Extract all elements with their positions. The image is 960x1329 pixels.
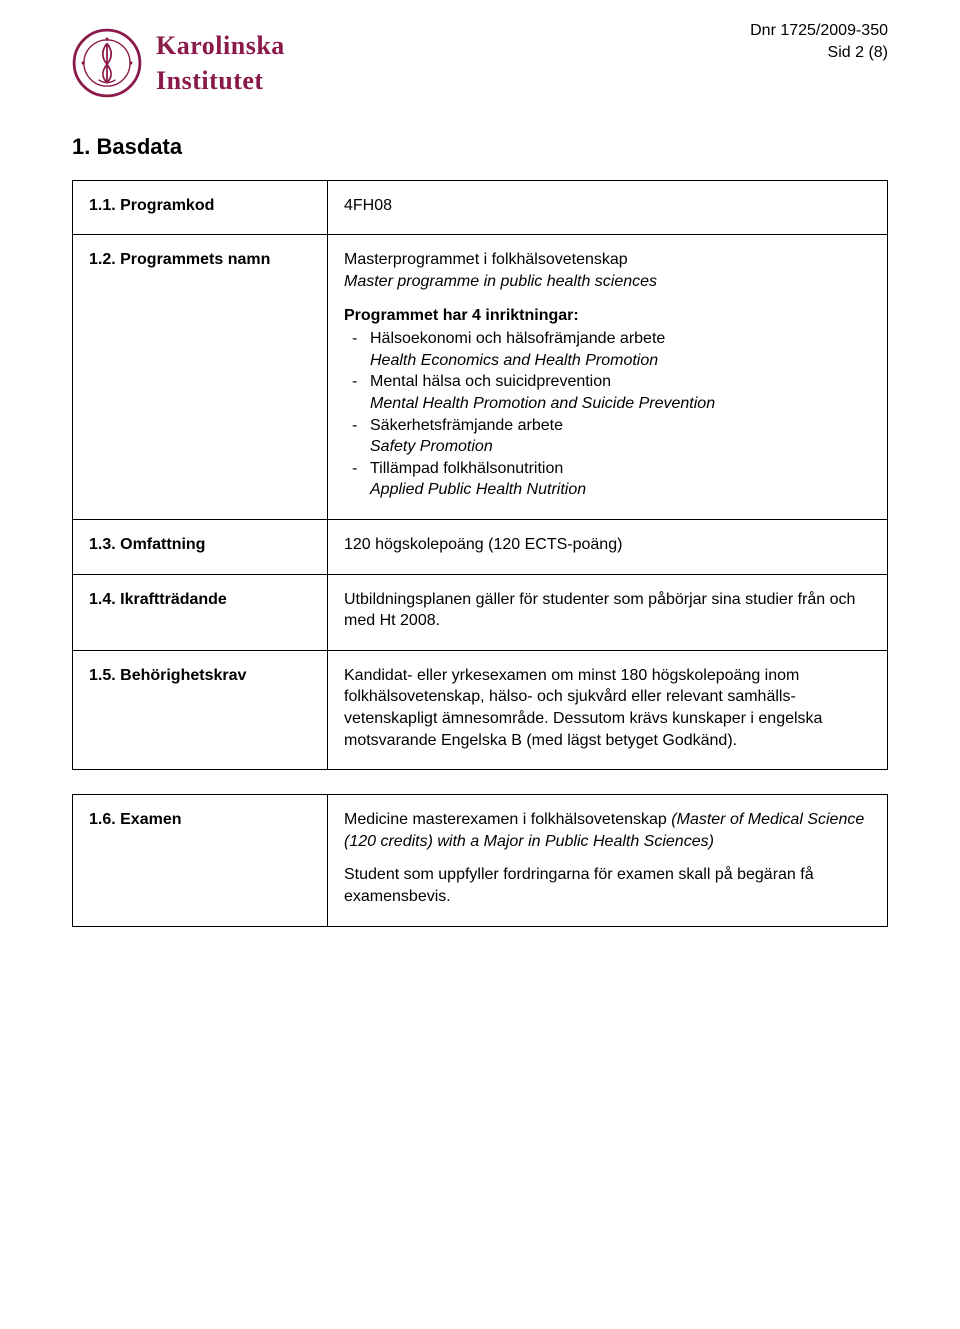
track-sv: Mental hälsa och suicidprevention bbox=[370, 373, 611, 390]
table-row: 1.4. Ikraftträdande Utbildningsplanen gä… bbox=[73, 574, 888, 650]
doc-reference: Dnr 1725/2009-350 bbox=[750, 20, 888, 42]
list-item: Säkerhetsfrämjande arbete Safety Promoti… bbox=[344, 415, 871, 458]
row-value: 4FH08 bbox=[328, 180, 888, 235]
basdata-table-1: 1.1. Programkod 4FH08 1.2. Programmets n… bbox=[72, 180, 888, 770]
track-en: Health Economics and Health Promotion bbox=[370, 352, 658, 369]
list-item: Tillämpad folkhälsonutrition Applied Pub… bbox=[344, 458, 871, 501]
table-row: 1.1. Programkod 4FH08 bbox=[73, 180, 888, 235]
header-meta: Dnr 1725/2009-350 Sid 2 (8) bbox=[750, 20, 888, 63]
row-value: Medicine masterexamen i folkhälsovetensk… bbox=[328, 795, 888, 926]
program-name-en: Master programme in public health scienc… bbox=[344, 271, 871, 293]
wordmark-line2: Institutet bbox=[156, 63, 285, 98]
row-label: 1.6. Examen bbox=[73, 795, 328, 926]
seal-icon bbox=[72, 28, 142, 98]
row-value: Masterprogrammet i folkhälsovetenskap Ma… bbox=[328, 235, 888, 520]
section-title: 1. Basdata bbox=[72, 132, 888, 162]
program-name-sv: Masterprogrammet i folkhälsovetenskap bbox=[344, 249, 871, 271]
table-row: 1.5. Behörighetskrav Kandidat- eller yrk… bbox=[73, 650, 888, 769]
row-label: 1.3. Omfattning bbox=[73, 520, 328, 575]
wordmark: Karolinska Institutet bbox=[156, 28, 285, 98]
basdata-table-2: 1.6. Examen Medicine masterexamen i folk… bbox=[72, 794, 888, 926]
track-sv: Hälsoekonomi och hälsofrämjande arbete bbox=[370, 330, 665, 347]
list-item: Mental hälsa och suicidprevention Mental… bbox=[344, 371, 871, 414]
track-sv: Säkerhetsfrämjande arbete bbox=[370, 417, 563, 434]
row-label: 1.1. Programkod bbox=[73, 180, 328, 235]
row-value: 120 högskolepoäng (120 ECTS-poäng) bbox=[328, 520, 888, 575]
document-page: Dnr 1725/2009-350 Sid 2 (8) Karolinska I… bbox=[0, 0, 960, 991]
table-row: 1.6. Examen Medicine masterexamen i folk… bbox=[73, 795, 888, 926]
page-number: Sid 2 (8) bbox=[750, 42, 888, 64]
table-row: 1.2. Programmets namn Masterprogrammet i… bbox=[73, 235, 888, 520]
track-en: Mental Health Promotion and Suicide Prev… bbox=[370, 395, 715, 412]
track-sv: Tillämpad folkhälsonutrition bbox=[370, 460, 563, 477]
degree-extra: Student som uppfyller fordringarna för e… bbox=[344, 864, 871, 907]
row-label: 1.5. Behörighetskrav bbox=[73, 650, 328, 769]
row-label: 1.2. Programmets namn bbox=[73, 235, 328, 520]
tracks-intro: Programmet har 4 inriktningar: bbox=[344, 305, 871, 327]
degree-sv: Medicine masterexamen i folkhälsovetensk… bbox=[344, 811, 667, 828]
tracks-list: Hälsoekonomi och hälsofrämjande arbete H… bbox=[344, 328, 871, 501]
row-label: 1.4. Ikraftträdande bbox=[73, 574, 328, 650]
row-value: Kandidat- eller yrkesexamen om minst 180… bbox=[328, 650, 888, 769]
table-row: 1.3. Omfattning 120 högskolepoäng (120 E… bbox=[73, 520, 888, 575]
list-item: Hälsoekonomi och hälsofrämjande arbete H… bbox=[344, 328, 871, 371]
track-en: Safety Promotion bbox=[370, 438, 493, 455]
wordmark-line1: Karolinska bbox=[156, 28, 285, 63]
track-en: Applied Public Health Nutrition bbox=[370, 481, 586, 498]
row-value: Utbildningsplanen gäller för studenter s… bbox=[328, 574, 888, 650]
